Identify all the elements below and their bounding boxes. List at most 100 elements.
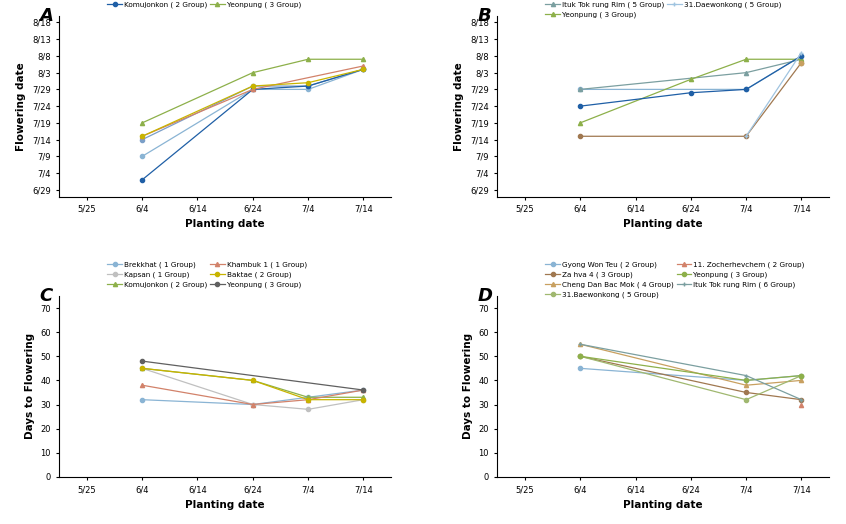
Khambuk 1 ( 1 Group) bbox=[137, 382, 147, 388]
X-axis label: Planting date: Planting date bbox=[624, 220, 703, 230]
Khambuk 1 ( 1 Group) bbox=[137, 133, 147, 139]
Line: Brekkhat ( 1 Group): Brekkhat ( 1 Group) bbox=[140, 388, 365, 407]
Yeonpung ( 3 Group) bbox=[137, 120, 147, 126]
Y-axis label: Flowering date: Flowering date bbox=[16, 62, 26, 150]
Yeonpung ( 3 Group) bbox=[796, 56, 806, 62]
Yeonpung ( 3 Group) bbox=[741, 377, 751, 384]
Line: Kapsan ( 1 Group): Kapsan ( 1 Group) bbox=[140, 67, 365, 141]
Text: A: A bbox=[39, 7, 53, 25]
Line: Khambuk 1 ( 1 Group): Khambuk 1 ( 1 Group) bbox=[140, 64, 365, 138]
Brekkhat ( 1Group) bbox=[248, 86, 258, 93]
X-axis label: Planting date: Planting date bbox=[185, 220, 265, 230]
Line: Yeonpung ( 3 Group): Yeonpung ( 3 Group) bbox=[578, 354, 804, 383]
Chang Dan Bac Mok ( 4 Group) bbox=[575, 103, 585, 110]
Za hva 4 ( 3 Group) bbox=[796, 397, 806, 403]
Ituk Tok rung Rim ( 5 Group) bbox=[741, 70, 751, 76]
Baktae ( 2 Group) bbox=[303, 80, 313, 86]
Line: Za hva 4 ( 3 Group): Za hva 4 ( 3 Group) bbox=[578, 354, 804, 402]
Gyong Won Teu ( 2 Group) bbox=[741, 86, 751, 93]
Line: Gyong Won Teu ( 2 Group): Gyong Won Teu ( 2 Group) bbox=[578, 366, 804, 383]
Baktae ( 2 Group) bbox=[359, 66, 369, 72]
Line: Komujonkon ( 2 Group): Komujonkon ( 2 Group) bbox=[140, 67, 365, 182]
Komujonkon ( 2 Group) bbox=[248, 377, 258, 384]
Line: Baktae ( 2 Group): Baktae ( 2 Group) bbox=[140, 366, 365, 402]
Komujonkon ( 2 Group) bbox=[359, 394, 369, 400]
Line: Brekkhat ( 1Group): Brekkhat ( 1Group) bbox=[140, 67, 365, 158]
Yeonpung ( 3 Group) bbox=[248, 70, 258, 76]
31.Daewonkong ( 5 Group) bbox=[741, 133, 751, 139]
Yeonpung ( 3 Group) bbox=[741, 56, 751, 62]
Brekkhat ( 1Group) bbox=[137, 153, 147, 159]
Khambuk 1 ( 1 Group) bbox=[359, 63, 369, 69]
Y-axis label: Flowering date: Flowering date bbox=[454, 62, 464, 150]
Komujonkon ( 2 Group) bbox=[248, 86, 258, 93]
Cheng Dan Bac Mok ( 4 Group) bbox=[575, 341, 585, 347]
Brekkhat ( 1Group) bbox=[303, 86, 313, 93]
Baktae ( 2 Group) bbox=[303, 397, 313, 403]
Za hva 4 ( 3 Group) bbox=[575, 133, 585, 139]
31.Daewonkong ( 5 Group) bbox=[796, 49, 806, 56]
Brekkhat ( 1 Group) bbox=[359, 387, 369, 393]
Brekkhat ( 1Group) bbox=[359, 66, 369, 72]
Line: Ituk Tok rung Rim ( 6 Group): Ituk Tok rung Rim ( 6 Group) bbox=[578, 342, 804, 402]
Gyong Won Teu ( 2 Group) bbox=[796, 53, 806, 59]
X-axis label: Planting date: Planting date bbox=[624, 500, 703, 510]
Brekkhat ( 1 Group) bbox=[303, 394, 313, 400]
X-axis label: Planting date: Planting date bbox=[185, 500, 265, 510]
Za hva 4 ( 3 Group) bbox=[741, 133, 751, 139]
Gyong Won Teu ( 2 Group) bbox=[575, 365, 585, 372]
Yeonpung ( 3 Group) bbox=[303, 56, 313, 62]
Gyong Won Teu ( 2 Group) bbox=[575, 86, 585, 93]
Line: Khambuk 1 ( 1 Group): Khambuk 1 ( 1 Group) bbox=[140, 383, 365, 407]
Line: Ituk Tok rung Rim ( 5 Group): Ituk Tok rung Rim ( 5 Group) bbox=[578, 57, 804, 92]
Y-axis label: Days to Flowering: Days to Flowering bbox=[25, 333, 35, 440]
Text: D: D bbox=[477, 287, 492, 305]
Baktae ( 2 Group) bbox=[137, 133, 147, 139]
Legend: Brekkhat ( 1 Group), Kapsan ( 1 Group), Komujonkon ( 2 Group), Khambuk 1 ( 1 Gro: Brekkhat ( 1 Group), Kapsan ( 1 Group), … bbox=[106, 260, 308, 290]
Legend: Gyong Won Teu ( 2 Group), Za hva 4 ( 3 Group), Ituk Tok rung Rim ( 5 Group), Yeo: Gyong Won Teu ( 2 Group), Za hva 4 ( 3 G… bbox=[544, 0, 797, 19]
Baktae ( 2 Group) bbox=[248, 83, 258, 89]
Text: B: B bbox=[477, 7, 491, 25]
31.Baewonkong ( 5 Group) bbox=[741, 397, 751, 403]
Kapsan ( 1 Group) bbox=[359, 66, 369, 72]
Komujonkon ( 2 Group) bbox=[303, 83, 313, 89]
31.Baewonkong ( 5 Group) bbox=[575, 353, 585, 359]
Ituk Tok rung Rim ( 6 Group) bbox=[796, 397, 806, 403]
Za hva 4 ( 3 Group) bbox=[575, 353, 585, 359]
Brekkhat ( 1 Group) bbox=[137, 397, 147, 403]
Kapsan ( 1 Group) bbox=[137, 136, 147, 143]
Yeonpung ( 3 Group) bbox=[575, 120, 585, 126]
Line: Baktae ( 2 Group): Baktae ( 2 Group) bbox=[140, 67, 365, 138]
Brekkhat ( 1 Group) bbox=[248, 401, 258, 408]
Kapsan ( 1 Group) bbox=[248, 83, 258, 89]
Chang Dan Bac Mok ( 4 Group) bbox=[796, 53, 806, 59]
Line: Cheng Dan Bac Mok ( 4 Group): Cheng Dan Bac Mok ( 4 Group) bbox=[578, 342, 804, 387]
Line: 31.Daewonkong ( 5 Group): 31.Daewonkong ( 5 Group) bbox=[744, 50, 804, 138]
Yeonpung ( 3 Group) bbox=[359, 387, 369, 393]
Komujonkon ( 2 Group) bbox=[303, 394, 313, 400]
31.Baewonkong ( 5 Group) bbox=[796, 373, 806, 379]
Cheng Dan Bac Mok ( 4 Group) bbox=[796, 377, 806, 384]
Khambuk 1 ( 1 Group) bbox=[248, 401, 258, 408]
Legend: Gyong Won Teu ( 2 Group), Za hva 4 ( 3 Group), Cheng Dan Bac Mok ( 4 Group), 31.: Gyong Won Teu ( 2 Group), Za hva 4 ( 3 G… bbox=[544, 260, 806, 300]
Line: Komujonkon ( 2 Group): Komujonkon ( 2 Group) bbox=[140, 366, 365, 399]
Line: 31.Baewonkong ( 5 Group): 31.Baewonkong ( 5 Group) bbox=[578, 354, 804, 402]
Kapsan ( 1 Group) bbox=[137, 365, 147, 372]
Yeonpung ( 3 Group) bbox=[575, 353, 585, 359]
Yeonpung ( 3 Group) bbox=[359, 56, 369, 62]
Line: Chang Dan Bac Mok ( 4 Group): Chang Dan Bac Mok ( 4 Group) bbox=[578, 54, 804, 108]
Kapsan ( 1 Group) bbox=[303, 83, 313, 89]
Yeonpung ( 3 Group) bbox=[686, 76, 696, 82]
Line: Yeonpung ( 3 Group): Yeonpung ( 3 Group) bbox=[578, 57, 804, 125]
Ituk Tok rung Rim ( 5 Group) bbox=[575, 86, 585, 93]
Text: C: C bbox=[39, 287, 52, 305]
Za hva 4 ( 3 Group) bbox=[796, 59, 806, 66]
Komujonkon ( 2 Group) bbox=[137, 177, 147, 183]
Khambuk 1 ( 1 Group) bbox=[303, 397, 313, 403]
Line: Yeonpung ( 3 Group): Yeonpung ( 3 Group) bbox=[140, 359, 365, 392]
Y-axis label: Days to Flowering: Days to Flowering bbox=[463, 333, 473, 440]
Chang Dan Bac Mok ( 4 Group) bbox=[686, 90, 696, 96]
Line: Gyong Won Teu ( 2 Group): Gyong Won Teu ( 2 Group) bbox=[578, 54, 804, 92]
Cheng Dan Bac Mok ( 4 Group) bbox=[741, 382, 751, 388]
Khambuk 1 ( 1 Group) bbox=[359, 387, 369, 393]
